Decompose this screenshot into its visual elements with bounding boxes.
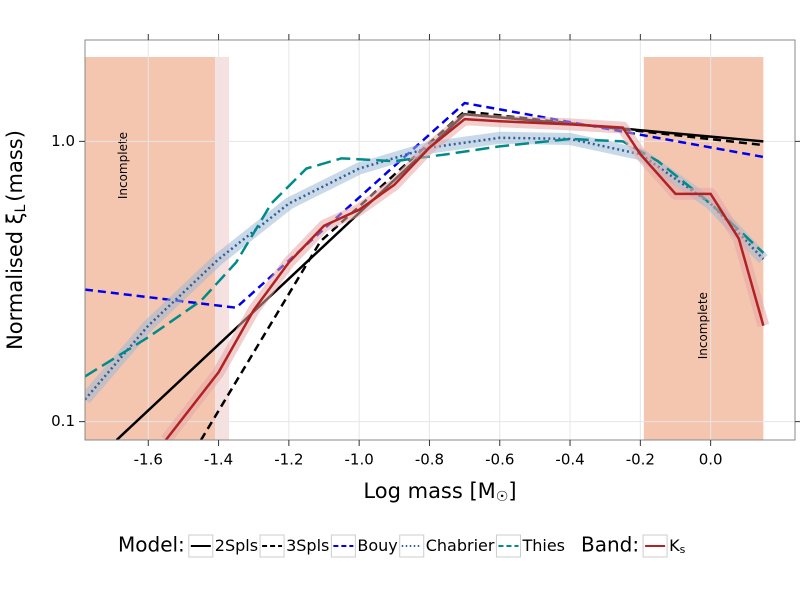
x-tick-label: -0.6: [485, 451, 514, 469]
legend-label: 2Spls: [215, 536, 258, 555]
series-line: [85, 101, 764, 310]
region-label: Incomplete: [116, 132, 130, 199]
legend-label: Ks: [669, 536, 686, 557]
legend-label-text: 2Spls: [215, 536, 258, 555]
region-label: Incomplete: [696, 292, 710, 359]
legend-label-text: 3Spls: [286, 536, 329, 555]
x-axis-label: Log mass [M☉]: [363, 479, 516, 505]
y-axis-label: Normalised ξL (mass): [3, 130, 29, 350]
legend-key: [399, 534, 425, 558]
legend-label: Thies: [521, 536, 565, 555]
plot-frame: [84, 39, 796, 441]
legend-label-sub: s: [680, 543, 686, 556]
y-axis-label-part: (mass): [3, 130, 27, 202]
legend-label-text: Thies: [521, 536, 565, 555]
legend-group-title: Model:: [118, 533, 185, 557]
x-tick-label: -1.0: [345, 451, 374, 469]
y-axis-label-part: L: [13, 205, 29, 213]
series-line: [164, 117, 765, 440]
x-tick-label: -0.8: [415, 451, 444, 469]
x-axis-label-part: ☉: [496, 489, 509, 505]
x-axis-label-part: Log mass [M: [363, 479, 495, 503]
x-tick-label: -0.2: [626, 451, 655, 469]
legend-label: Chabrier: [426, 536, 495, 555]
legend-label-text: Bouy: [357, 536, 397, 555]
x-tick-label: 0.0: [699, 451, 723, 469]
y-axis-label-part: Normalised ξ: [3, 213, 27, 350]
x-tick-label: -1.2: [274, 451, 303, 469]
legend-label: 3Spls: [286, 536, 329, 555]
y-tick-label: 1.0: [51, 132, 75, 150]
legend-label-text: Chabrier: [426, 536, 495, 555]
legend-group-title: Band:: [581, 533, 639, 557]
x-tick-label: -1.6: [134, 451, 163, 469]
x-tick-label: -1.4: [204, 451, 233, 469]
x-tick-label: -0.4: [555, 451, 584, 469]
legend-label: Bouy: [357, 536, 397, 555]
x-axis-label-part: ]: [508, 479, 516, 503]
y-tick-label: 0.1: [51, 412, 75, 430]
legend-label-text: K: [669, 536, 680, 555]
